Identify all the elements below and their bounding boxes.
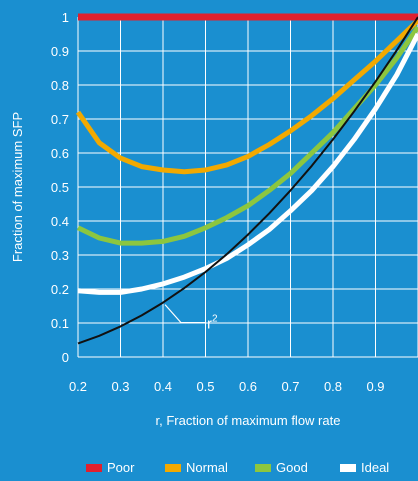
y-tick-label: 0.1 (51, 316, 69, 331)
legend-label-good: Good (276, 460, 308, 475)
legend-swatch-poor (86, 464, 102, 472)
x-tick-label: 0.8 (324, 379, 342, 394)
y-tick-label: 0.5 (51, 180, 69, 195)
legend-label-poor: Poor (107, 460, 135, 475)
legend-swatch-good (255, 464, 271, 472)
x-tick-label: 0.5 (196, 379, 214, 394)
x-tick-label: 0.9 (366, 379, 384, 394)
x-axis-title: r, Fraction of maximum flow rate (156, 413, 341, 428)
y-tick-label: 0.3 (51, 248, 69, 263)
y-axis-title: Fraction of maximum SFP (10, 112, 25, 262)
y-tick-label: 0.9 (51, 44, 69, 59)
series-line-r2 (77, 16, 418, 345)
x-tick-label: 0.4 (154, 379, 172, 394)
y-tick-label: 0 (62, 350, 69, 365)
x-tick-label: 0.6 (239, 379, 257, 394)
y-tick-label: 1 (62, 10, 69, 25)
y-tick-label: 0.6 (51, 146, 69, 161)
x-tick-label: 0.2 (69, 379, 87, 394)
series-line-ideal (77, 32, 418, 295)
legend-label-ideal: Ideal (361, 460, 389, 475)
legend-swatch-ideal (340, 464, 356, 472)
y-tick-label: 0.7 (51, 112, 69, 127)
legend-swatch-normal (165, 464, 181, 472)
y-tick-label: 0.4 (51, 214, 69, 229)
y-tick-label: 0.8 (51, 78, 69, 93)
series-line-normal (75, 18, 418, 175)
y-tick-label: 0.2 (51, 282, 69, 297)
x-tick-label: 0.3 (111, 379, 129, 394)
x-tick-label: 0.7 (281, 379, 299, 394)
annotation-label: r2 (207, 314, 218, 333)
legend-label-normal: Normal (186, 460, 228, 475)
annotation-leader (164, 304, 205, 324)
annotation-superscript: 2 (212, 314, 218, 325)
